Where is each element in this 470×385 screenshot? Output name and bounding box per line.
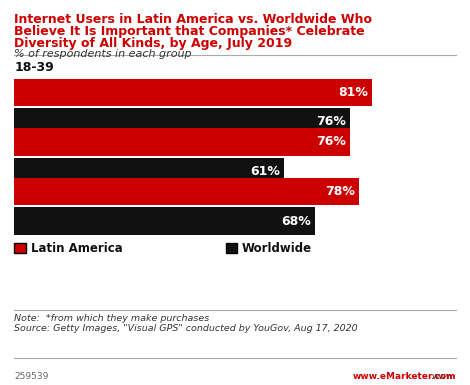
Text: 68%: 68% <box>281 214 311 228</box>
Bar <box>14 208 314 235</box>
Text: 78%: 78% <box>325 185 355 198</box>
Text: 18-39: 18-39 <box>14 60 54 74</box>
Bar <box>14 128 350 156</box>
Text: Internet Users in Latin America vs. Worldwide Who: Internet Users in Latin America vs. Worl… <box>14 13 372 27</box>
Text: Diversity of All Kinds, by Age, July 2019: Diversity of All Kinds, by Age, July 201… <box>14 37 292 50</box>
Bar <box>14 108 350 135</box>
Bar <box>14 178 359 205</box>
Text: Believe It Is Important that Companies* Celebrate: Believe It Is Important that Companies* … <box>14 25 365 38</box>
Bar <box>14 79 372 106</box>
Text: 81%: 81% <box>338 86 368 99</box>
Text: www.eMarketer.com: www.eMarketer.com <box>352 372 456 381</box>
Text: Note:  *from which they make purchases
Source: Getty Images, "Visual GPS" conduc: Note: *from which they make purchases So… <box>14 314 358 333</box>
Text: 259539: 259539 <box>14 372 48 381</box>
Text: 76%: 76% <box>316 136 346 149</box>
Text: % of respondents in each group: % of respondents in each group <box>14 49 192 59</box>
Text: 76%: 76% <box>316 115 346 128</box>
Text: 61%: 61% <box>250 165 280 178</box>
Text: 40-74: 40-74 <box>14 110 54 123</box>
Text: Total: Total <box>14 160 48 173</box>
Text: Worldwide: Worldwide <box>242 242 312 255</box>
Text: www.: www. <box>432 372 456 381</box>
Bar <box>14 157 283 185</box>
Text: Latin America: Latin America <box>31 242 122 255</box>
